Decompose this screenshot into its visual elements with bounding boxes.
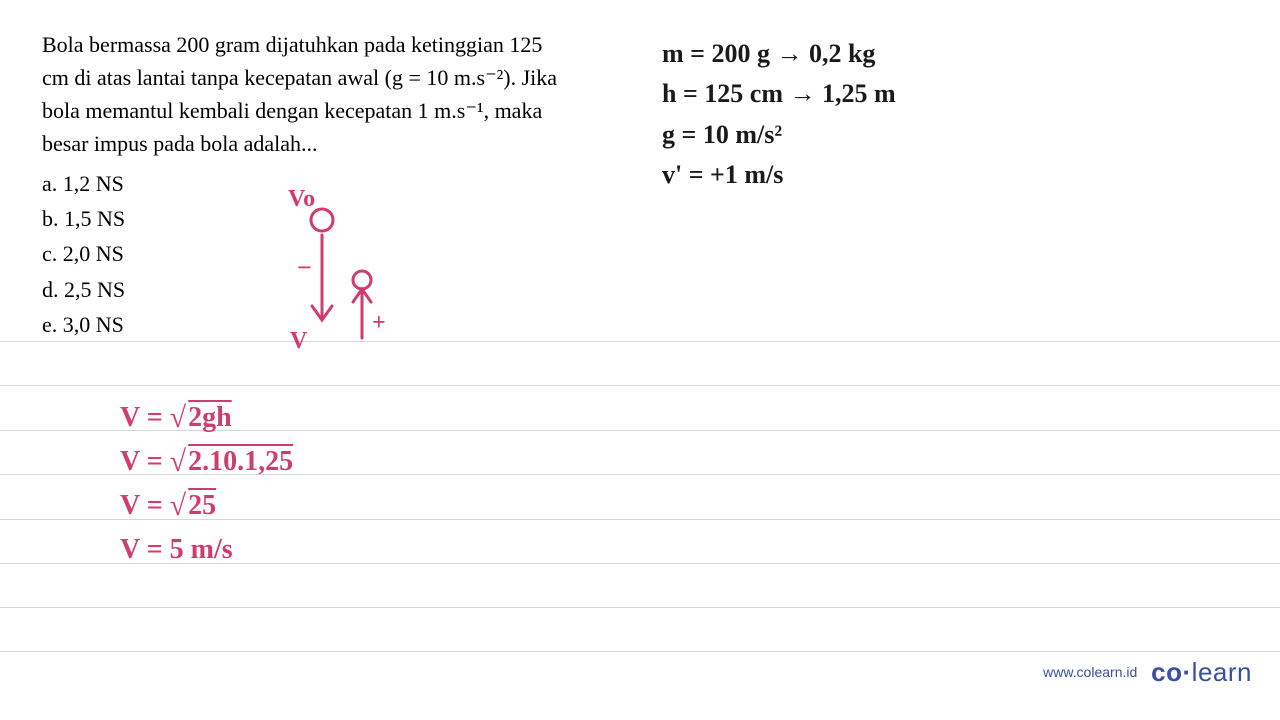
- watermark-url: www.colearn.id: [1043, 664, 1137, 680]
- calc-line-3: V = √25: [120, 484, 293, 528]
- watermark: www.colearn.id co·learn: [1043, 657, 1252, 688]
- given-line: g = 10 m/s²: [662, 115, 896, 155]
- free-fall-diagram: Vo − V +: [270, 190, 410, 360]
- problem-line: Bola bermassa 200 gram dijatuhkan pada k…: [42, 28, 612, 61]
- problem-line: besar impus pada bola adalah...: [42, 127, 612, 160]
- given-line: h = 125 cm → 1,25 m: [662, 74, 896, 114]
- calc-line-2: V = √2.10.1,25: [120, 440, 293, 484]
- given-line: m = 200 g → 0,2 kg: [662, 34, 896, 74]
- calc-line-4: V = 5 m/s: [120, 528, 293, 572]
- given-line: v' = +1 m/s: [662, 155, 896, 195]
- problem-line: cm di atas lantai tanpa kecepatan awal (…: [42, 61, 612, 94]
- calculation-work: V = √2gh V = √2.10.1,25 V = √25 V = 5 m/…: [120, 396, 293, 572]
- label-v: V: [290, 328, 308, 354]
- label-plus: +: [372, 310, 386, 336]
- label-vo: Vo: [288, 190, 315, 212]
- label-minus: −: [297, 253, 312, 282]
- sqrt-icon: √: [170, 395, 186, 442]
- diagram-svg: Vo − V +: [270, 190, 410, 360]
- brand-logo: co·learn: [1151, 657, 1252, 687]
- sqrt-icon: √: [170, 483, 186, 530]
- given-values: m = 200 g → 0,2 kg h = 125 cm → 1,25 m g…: [662, 34, 896, 195]
- sqrt-icon: √: [170, 439, 186, 486]
- calc-line-1: V = √2gh: [120, 396, 293, 440]
- problem-line: bola memantul kembali dengan kecepatan 1…: [42, 94, 612, 127]
